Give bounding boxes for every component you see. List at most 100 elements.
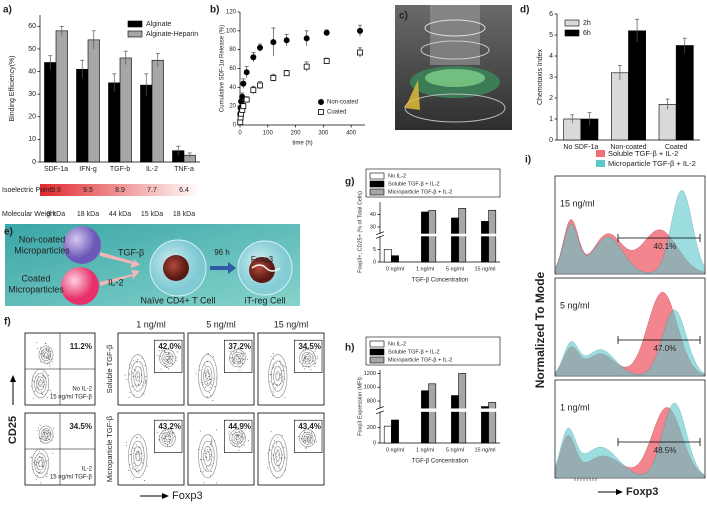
bar	[481, 406, 489, 444]
flow-contour	[201, 440, 215, 472]
flow-event	[305, 440, 307, 442]
bar	[140, 84, 153, 163]
flow-event	[168, 435, 170, 437]
bar	[391, 419, 399, 444]
flow-contour	[229, 429, 246, 448]
flow-event	[313, 439, 315, 441]
y-tick-label: 3	[549, 74, 553, 81]
flow-event	[207, 376, 209, 378]
flow-event	[47, 429, 49, 431]
flow-event	[157, 431, 159, 433]
arrow-head	[10, 375, 16, 382]
flow-event	[53, 427, 55, 429]
flow-event	[166, 433, 168, 435]
x-tick-label: Coated	[665, 144, 688, 151]
flow-event	[277, 373, 279, 375]
bar	[458, 373, 467, 444]
flow-event	[133, 447, 135, 449]
panel-label: a)	[3, 5, 12, 16]
flow-event	[307, 352, 309, 354]
flow-event	[302, 365, 304, 367]
flow-event	[267, 467, 269, 469]
flow-event	[312, 353, 314, 355]
flow-event	[283, 365, 284, 367]
condition-label: 15 ng/ml TGF-β	[50, 395, 93, 401]
flow-event	[282, 375, 284, 377]
flow-event	[135, 444, 137, 446]
diagram-label: Microparticles	[14, 245, 70, 255]
legend-swatch	[564, 29, 580, 37]
flow-event	[276, 461, 278, 463]
flow-event	[131, 365, 133, 367]
legend-label: Microparticle TGF-β + IL-2	[608, 159, 696, 168]
flow-event	[311, 436, 313, 438]
flow-event	[171, 363, 173, 365]
flow-contour	[235, 435, 240, 441]
flow-event	[238, 431, 240, 432]
legend-swatch	[369, 356, 385, 364]
flow-contour	[275, 371, 281, 382]
bar	[488, 402, 497, 444]
microparticle	[61, 267, 99, 305]
flow-event	[39, 450, 40, 452]
gate-percent: 40.1%	[654, 242, 677, 251]
flow-event	[242, 362, 244, 364]
flow-contour	[40, 428, 52, 441]
y-tick-label: 100	[226, 28, 237, 34]
flow-event	[48, 363, 50, 365]
panel-label: f)	[4, 317, 11, 328]
nucleus	[249, 257, 275, 283]
flow-event	[280, 377, 282, 378]
flow-event	[41, 353, 43, 355]
flow-event	[168, 431, 170, 433]
flow-event	[307, 436, 309, 438]
arrow	[210, 262, 236, 274]
flow-contour	[299, 349, 316, 368]
flow-event	[281, 434, 283, 436]
flow-event	[138, 472, 139, 474]
flow-event	[274, 467, 276, 468]
point	[240, 103, 247, 110]
flow-event	[160, 437, 162, 439]
flow-contour	[303, 354, 312, 363]
flow-event	[239, 366, 241, 368]
flow-event	[36, 479, 38, 481]
flow-contour	[233, 434, 242, 443]
flow-event	[203, 482, 205, 484]
point	[356, 27, 363, 34]
legend-label: Coated	[327, 110, 346, 116]
flow-event	[283, 446, 285, 448]
legend-label: No IL-2	[388, 341, 406, 347]
flow-event	[40, 391, 42, 393]
flow-event	[210, 444, 212, 445]
flow-event	[51, 392, 52, 394]
flow-event	[172, 433, 174, 435]
gate-percent: 11.2%	[70, 342, 92, 351]
flow-contour	[42, 430, 50, 439]
flow-event	[46, 396, 48, 398]
flow-event	[164, 350, 166, 352]
flow-contour	[36, 456, 45, 471]
x-tick-label: IL-2	[146, 166, 158, 173]
flow-event	[38, 427, 40, 429]
flow-event	[132, 462, 134, 464]
flow-event	[317, 358, 318, 360]
y-tick-label: 40	[229, 85, 236, 91]
flow-event	[204, 372, 206, 374]
flow-contour	[38, 425, 54, 444]
flow-contour	[163, 434, 172, 443]
flow-event	[273, 446, 275, 448]
flow-event	[278, 467, 280, 469]
flow-event	[277, 378, 279, 380]
flow-event	[137, 384, 139, 386]
flow-event	[164, 351, 166, 353]
flow-event	[146, 465, 148, 467]
flow-event	[137, 452, 139, 454]
flow-event	[40, 347, 41, 349]
flow-event	[280, 364, 282, 366]
flow-event	[211, 438, 213, 440]
flow-event	[274, 365, 276, 367]
flow-event	[229, 431, 231, 433]
y-axis-title: CD25	[7, 416, 19, 444]
flow-contour	[128, 354, 148, 399]
